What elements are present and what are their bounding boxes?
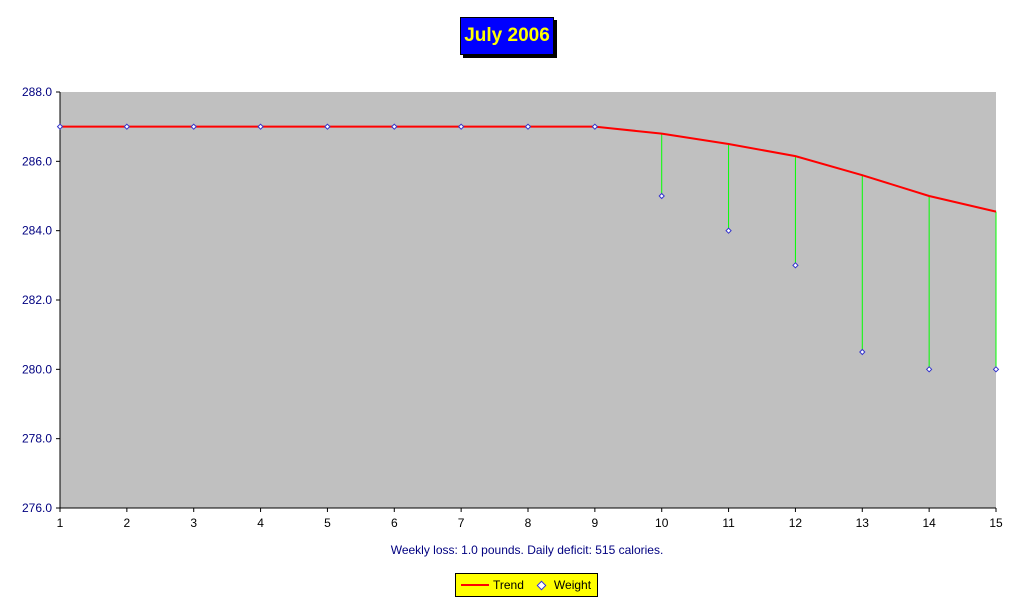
y-tick-label: 288.0 bbox=[22, 85, 52, 99]
y-tick-label: 286.0 bbox=[22, 154, 52, 168]
legend-label-weight: Weight bbox=[553, 578, 592, 592]
weight-point bbox=[257, 123, 264, 130]
chart-title: July 2006 bbox=[460, 17, 554, 55]
weight-point bbox=[725, 227, 732, 234]
x-tick-label: 8 bbox=[525, 516, 532, 530]
weight-point bbox=[324, 123, 331, 130]
weight-point bbox=[591, 123, 599, 130]
weight-point bbox=[925, 366, 933, 373]
x-tick-label: 13 bbox=[856, 516, 870, 530]
x-tick-label: 12 bbox=[789, 516, 803, 530]
weight-point bbox=[524, 123, 532, 130]
x-tick-label: 1 bbox=[57, 516, 64, 530]
weight-point bbox=[56, 123, 64, 130]
legend-label-trend: Trend bbox=[493, 578, 524, 592]
legend-item-trend: Trend bbox=[461, 578, 524, 592]
plot-area bbox=[60, 92, 996, 508]
weight-point bbox=[992, 366, 1000, 373]
weight-point bbox=[123, 123, 131, 130]
x-tick-label: 15 bbox=[989, 516, 1003, 530]
weight-marker-swatch-icon bbox=[536, 580, 547, 590]
x-tick-label: 10 bbox=[655, 516, 669, 530]
x-tick-label: 11 bbox=[722, 516, 735, 530]
trend-line-swatch-icon bbox=[461, 584, 489, 586]
x-tick-label: 3 bbox=[190, 516, 197, 530]
y-tick-label: 284.0 bbox=[22, 224, 52, 238]
x-tick-label: 14 bbox=[922, 516, 936, 530]
x-tick-label: 9 bbox=[592, 516, 599, 530]
weight-point bbox=[457, 123, 465, 130]
weight-point bbox=[190, 123, 197, 130]
chart-legend: Trend Weight bbox=[455, 573, 598, 597]
y-tick-label: 280.0 bbox=[22, 362, 52, 376]
x-tick-label: 4 bbox=[257, 516, 264, 530]
x-tick-label: 7 bbox=[458, 516, 465, 530]
x-tick-label: 5 bbox=[324, 516, 331, 530]
weight-point bbox=[792, 262, 799, 269]
y-tick-label: 282.0 bbox=[22, 293, 52, 307]
x-tick-label: 2 bbox=[124, 516, 131, 530]
y-tick-label: 276.0 bbox=[22, 501, 52, 515]
y-tick-label: 278.0 bbox=[22, 432, 52, 446]
x-tick-label: 6 bbox=[391, 516, 398, 530]
weight-point bbox=[658, 192, 665, 200]
weight-point bbox=[391, 123, 398, 130]
chart-subtitle: Weekly loss: 1.0 pounds. Daily deficit: … bbox=[391, 543, 664, 557]
weight-point bbox=[859, 348, 866, 356]
legend-item-weight: Weight bbox=[532, 578, 591, 592]
